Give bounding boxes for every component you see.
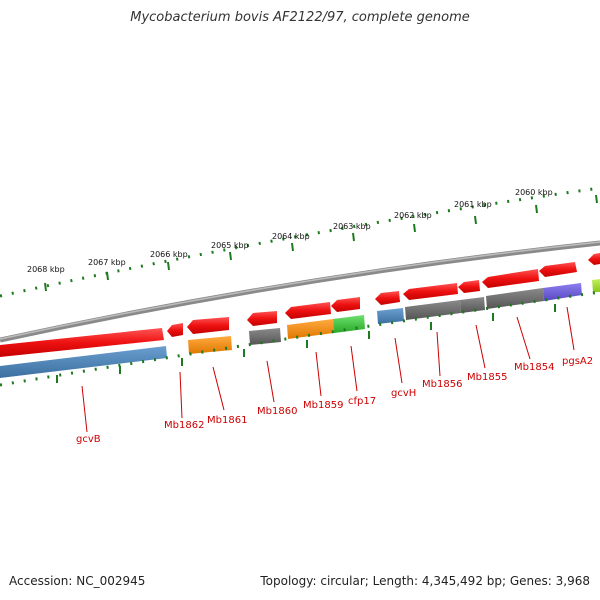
gene-label-mb1862: Mb1862 [164, 420, 204, 431]
major-tick [44, 282, 47, 292]
cog-bar-mb1855 [460, 297, 485, 313]
gene-labels: gcvB Mb1862 Mb1861 Mb1860 Mb1859 cfp17 g… [76, 356, 593, 445]
cog-bar-next [592, 279, 600, 292]
scale-label: 2065 kbp [211, 241, 249, 250]
scale-label: 2063 kbp [333, 222, 371, 231]
inner-tick-arc [0, 290, 600, 387]
inner-scale [0, 290, 600, 387]
gene-arrow-mb1860 [247, 311, 277, 326]
scale-label: 2062 kbp [394, 211, 432, 220]
gene-label-cfp17: cfp17 [348, 396, 376, 407]
major-tick [167, 261, 170, 271]
gene-arrow-mb1856 [403, 283, 458, 300]
leader-pgsA2 [566, 306, 575, 351]
leader-mb1860 [266, 360, 275, 403]
cog-bar-gcvH [377, 308, 404, 324]
gene-label-gcvB: gcvB [76, 434, 101, 445]
genome-summary-text: Topology: circular; Length: 4,345,492 bp… [260, 574, 590, 588]
accession-text: Accession: NC_002945 [9, 574, 146, 588]
major-tick [413, 223, 416, 233]
label-leaders [81, 306, 575, 433]
major-tick [474, 215, 477, 225]
scale-label: 2064 kbp [272, 232, 310, 241]
gene-arrow-gcvH [375, 291, 400, 305]
gene-label-mb1861: Mb1861 [207, 415, 247, 426]
gene-arrow-gcvB [0, 328, 164, 357]
gene-arrow-next [588, 253, 600, 265]
gene-label-mb1856: Mb1856 [422, 379, 462, 390]
cog-bar-cfp17 [333, 315, 365, 333]
gene-label-mb1855: Mb1855 [467, 372, 507, 383]
gene-arrow-mb1855 [458, 280, 480, 293]
gene-arrows-top [0, 253, 600, 357]
leader-mb1855 [475, 324, 486, 369]
gene-label-mb1854: Mb1854 [514, 362, 554, 373]
cog-bar-mb1856 [405, 300, 461, 320]
leader-mb1854 [516, 316, 531, 360]
gene-arrow-mb1861 [187, 317, 229, 334]
gene-label-gcvH: gcvH [391, 388, 416, 399]
gene-label-mb1859: Mb1859 [303, 400, 343, 411]
cog-bars [0, 279, 600, 378]
outer-scale [0, 186, 600, 298]
leader-mb1859 [315, 351, 322, 397]
leader-gcvB [81, 385, 88, 433]
scale-labels: 2068 kbp 2067 kbp 2066 kbp 2065 kbp 2064… [27, 188, 553, 274]
leader-cfp17 [350, 345, 358, 392]
scale-label: 2061 kbp [454, 200, 492, 209]
major-tick [291, 242, 294, 252]
scale-label: 2067 kbp [88, 258, 126, 267]
cog-bar-mb1854 [486, 288, 544, 309]
gene-arrow-mb1862 [167, 323, 183, 337]
major-tick [229, 251, 232, 261]
gene-label-mb1860: Mb1860 [257, 406, 297, 417]
leader-gcvH [394, 337, 403, 384]
gene-arrow-cfp17 [331, 297, 360, 312]
genome-backbone [0, 240, 600, 343]
leader-mb1861 [212, 366, 225, 411]
genome-backbone-highlight [0, 241, 600, 340]
gene-arrow-pgsA2 [539, 262, 577, 277]
scale-label: 2068 kbp [27, 265, 65, 274]
cog-bar-gcvB [0, 346, 167, 378]
map-title: Mycobacterium bovis AF2122/97, complete … [130, 10, 470, 25]
major-tick [535, 204, 538, 214]
leader-mb1856 [436, 331, 441, 377]
outer-tick-arc [0, 186, 600, 298]
scale-label: 2066 kbp [150, 250, 188, 259]
cog-bar-pgsA2 [543, 283, 582, 301]
major-tick [352, 232, 355, 242]
leader-mb1862 [179, 371, 183, 419]
cog-bar-mb1861 [188, 336, 232, 354]
scale-label: 2060 kbp [515, 188, 553, 197]
major-tick [595, 194, 598, 204]
major-tick [106, 271, 109, 281]
cog-bar-mb1860 [249, 328, 281, 345]
cog-bar-mb1859 [287, 319, 334, 339]
gene-arrow-mb1854 [482, 269, 539, 288]
gene-arrow-mb1859 [285, 302, 331, 319]
gene-label-pgsA2: pgsA2 [562, 356, 593, 367]
